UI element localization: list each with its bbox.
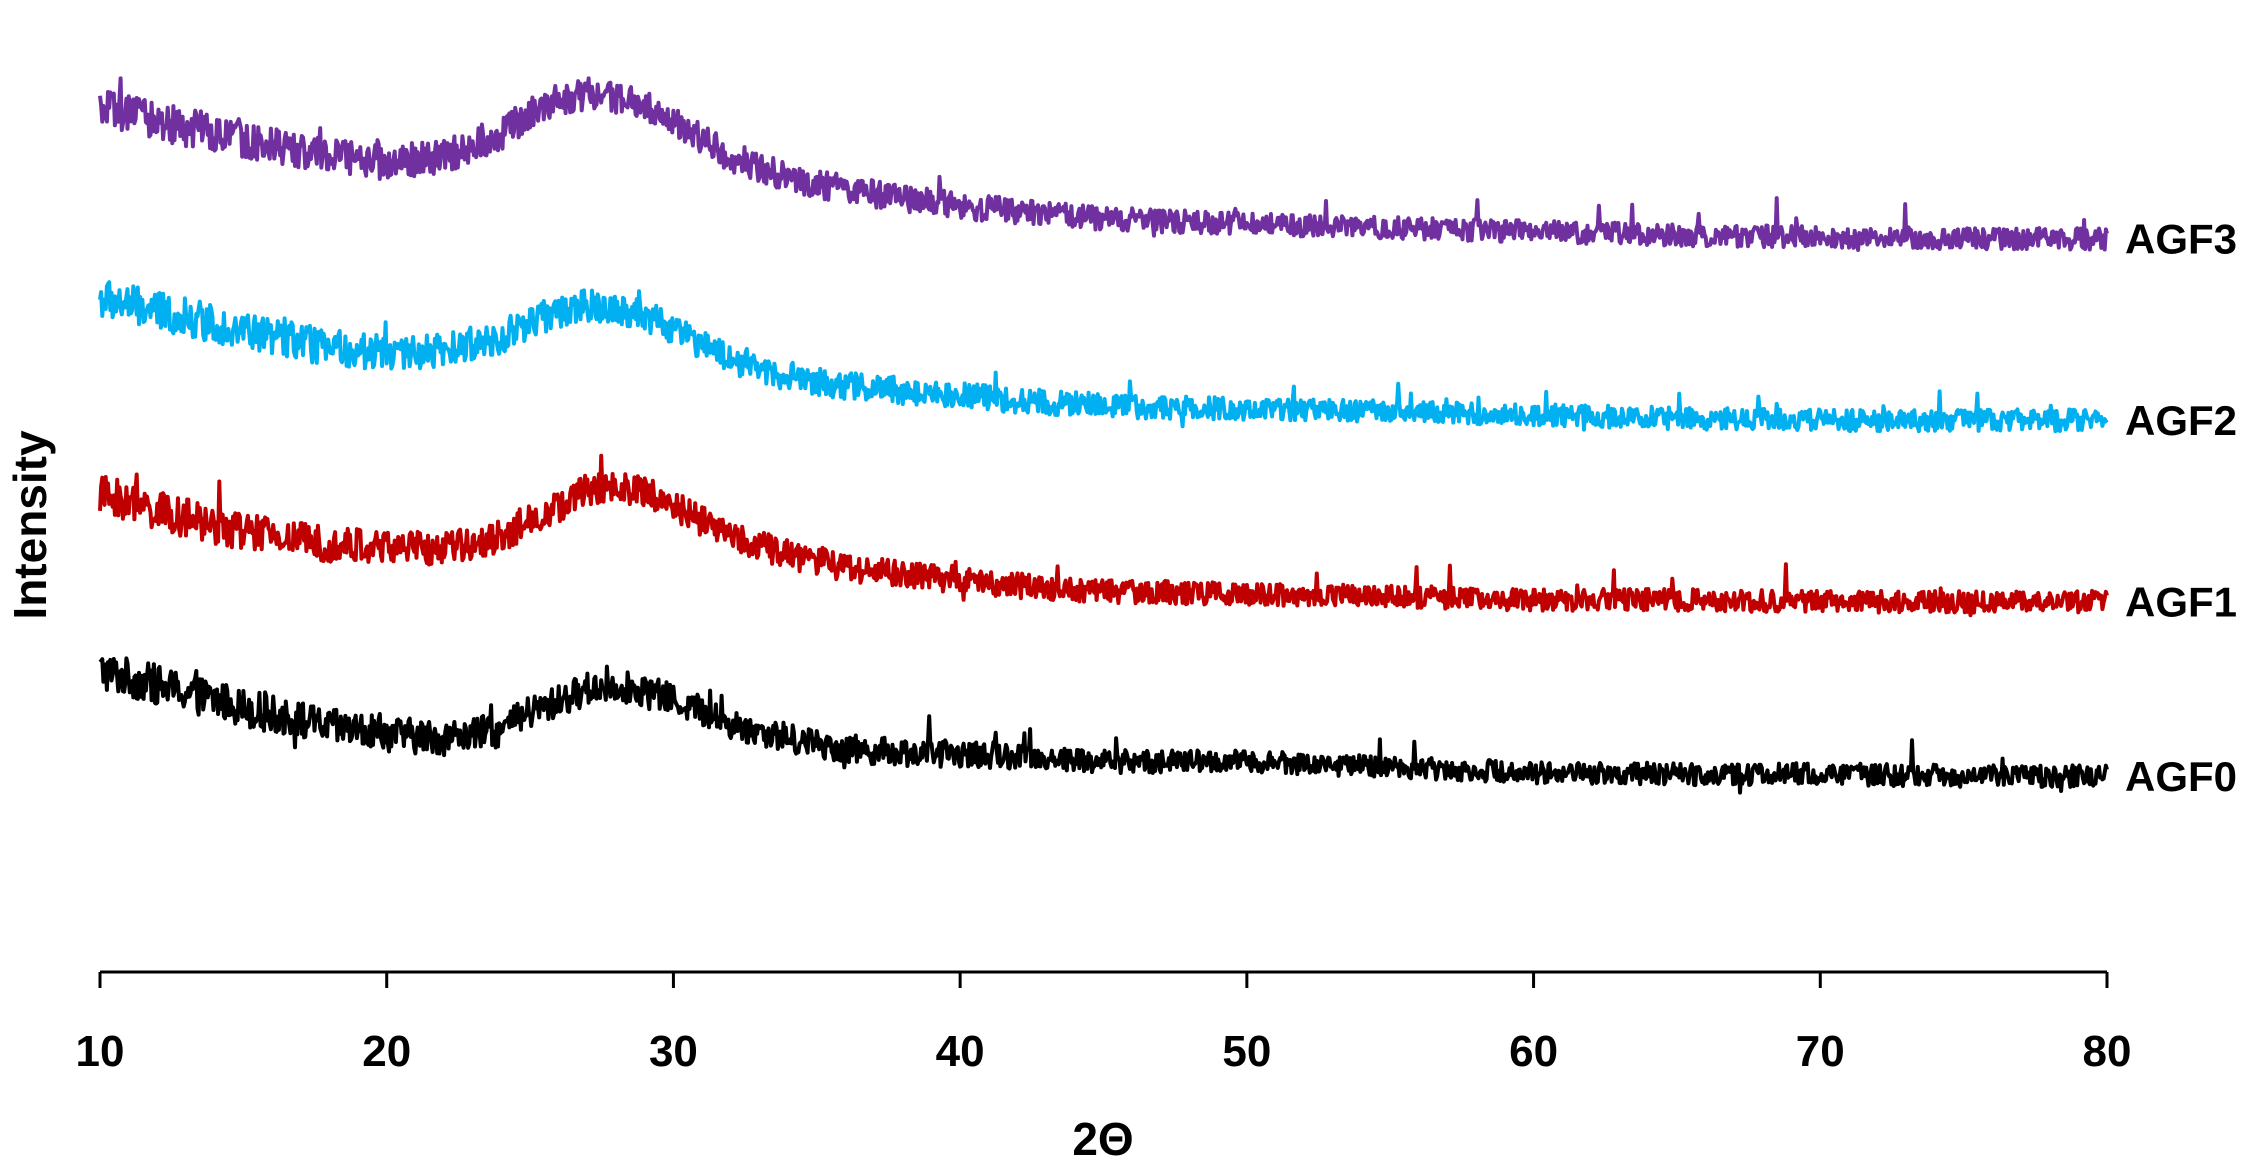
- series-label-agf3: AGF3: [2125, 216, 2237, 263]
- trace-layer: [98, 76, 2109, 795]
- series-label-agf2: AGF2: [2125, 397, 2237, 444]
- x-tick-label: 40: [936, 1027, 985, 1076]
- x-tick-label: 60: [1509, 1027, 1558, 1076]
- series-label-agf0: AGF0: [2125, 753, 2237, 800]
- series-line-agf2: [98, 280, 2109, 434]
- x-tick-label: 70: [1796, 1027, 1845, 1076]
- series-line-agf0: [98, 656, 2109, 795]
- series-label-layer: AGF0 AGF1 AGF2 AGF3: [2125, 216, 2237, 800]
- x-axis-title: 2Θ: [1072, 1113, 1133, 1165]
- series-line-agf1: [98, 453, 2109, 618]
- series-line-agf3: [98, 76, 2109, 252]
- x-tick-label: 80: [2083, 1027, 2132, 1076]
- x-tick-label: 50: [1222, 1027, 1271, 1076]
- x-tick-layer: 10 20 30 40 50 60 70 80: [76, 972, 2132, 1076]
- x-tick-label: 30: [649, 1027, 698, 1076]
- series-label-agf1: AGF1: [2125, 579, 2237, 626]
- y-axis-title: Intensity: [4, 430, 56, 620]
- x-tick-label: 10: [76, 1027, 125, 1076]
- x-tick-label: 20: [362, 1027, 411, 1076]
